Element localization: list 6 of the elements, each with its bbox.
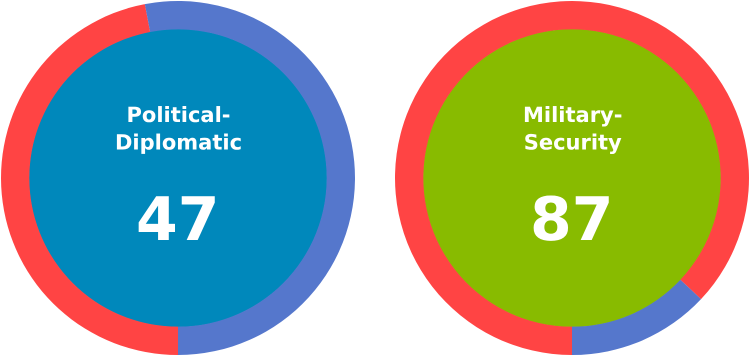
donut-slice [572, 280, 702, 355]
donut-slice [395, 1, 749, 355]
data-label: 87 [530, 185, 614, 255]
text: Political-Diplomatic [115, 103, 242, 154]
data-label: 47 [136, 185, 220, 255]
text: Military-Security [523, 103, 622, 154]
